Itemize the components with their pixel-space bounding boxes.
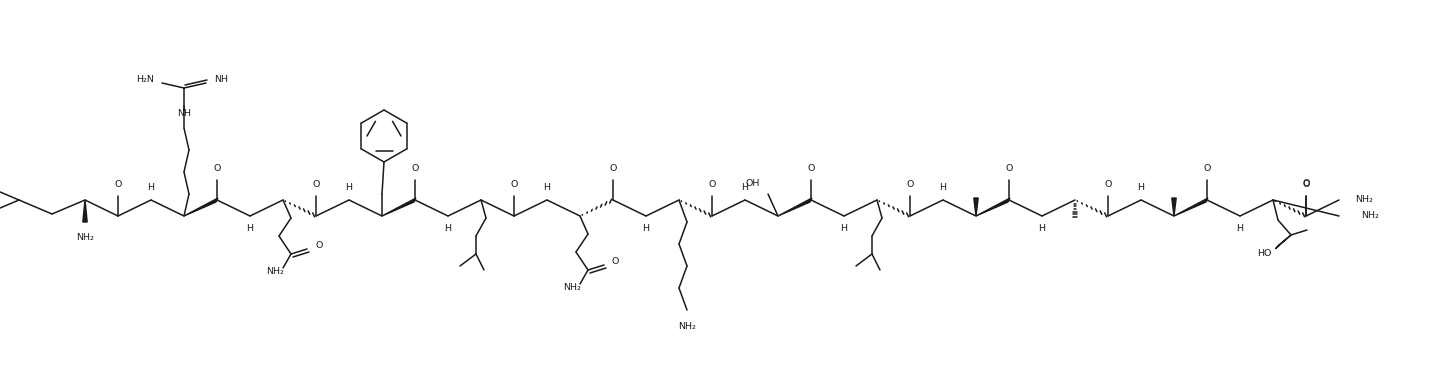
Text: NH: NH	[214, 76, 227, 84]
Polygon shape	[778, 198, 812, 216]
Text: O: O	[708, 180, 715, 189]
Text: H: H	[1138, 183, 1144, 192]
Text: O: O	[1203, 164, 1211, 173]
Polygon shape	[83, 200, 87, 222]
Text: O: O	[808, 164, 815, 173]
Text: O: O	[313, 180, 320, 189]
Text: O: O	[610, 164, 617, 173]
Text: H: H	[445, 224, 452, 233]
Polygon shape	[976, 198, 1009, 216]
Text: O: O	[906, 180, 914, 189]
Text: NH₂: NH₂	[678, 322, 696, 331]
Text: O: O	[411, 164, 418, 173]
Text: HO: HO	[1257, 249, 1271, 258]
Text: H₂N: H₂N	[136, 76, 153, 84]
Text: H: H	[643, 224, 650, 233]
Text: H: H	[246, 224, 253, 233]
Text: OH: OH	[746, 179, 760, 188]
Text: H: H	[1038, 224, 1045, 233]
Text: H: H	[543, 183, 550, 192]
Text: NH₂: NH₂	[266, 268, 284, 277]
Text: O: O	[1302, 179, 1309, 188]
Polygon shape	[382, 198, 416, 216]
Text: H: H	[1237, 224, 1244, 233]
Polygon shape	[184, 198, 219, 216]
Text: NH₂: NH₂	[1361, 212, 1378, 220]
Polygon shape	[1171, 198, 1176, 216]
Text: NH₂: NH₂	[563, 283, 581, 293]
Text: NH: NH	[177, 109, 191, 118]
Text: O: O	[1302, 180, 1309, 189]
Text: NH₂: NH₂	[1355, 195, 1373, 204]
Text: O: O	[1005, 164, 1012, 173]
Text: O: O	[316, 242, 323, 250]
Text: O: O	[613, 258, 620, 266]
Text: NH₂: NH₂	[77, 233, 94, 242]
Text: O: O	[114, 180, 122, 189]
Polygon shape	[1174, 198, 1208, 216]
Text: H: H	[741, 183, 749, 192]
Text: H: H	[840, 224, 847, 233]
Text: H: H	[148, 183, 155, 192]
Text: O: O	[213, 164, 220, 173]
Text: H: H	[940, 183, 947, 192]
Text: O: O	[1105, 180, 1112, 189]
Text: H: H	[346, 183, 352, 192]
Text: O: O	[510, 180, 518, 189]
Polygon shape	[975, 198, 979, 216]
Polygon shape	[1276, 235, 1292, 249]
